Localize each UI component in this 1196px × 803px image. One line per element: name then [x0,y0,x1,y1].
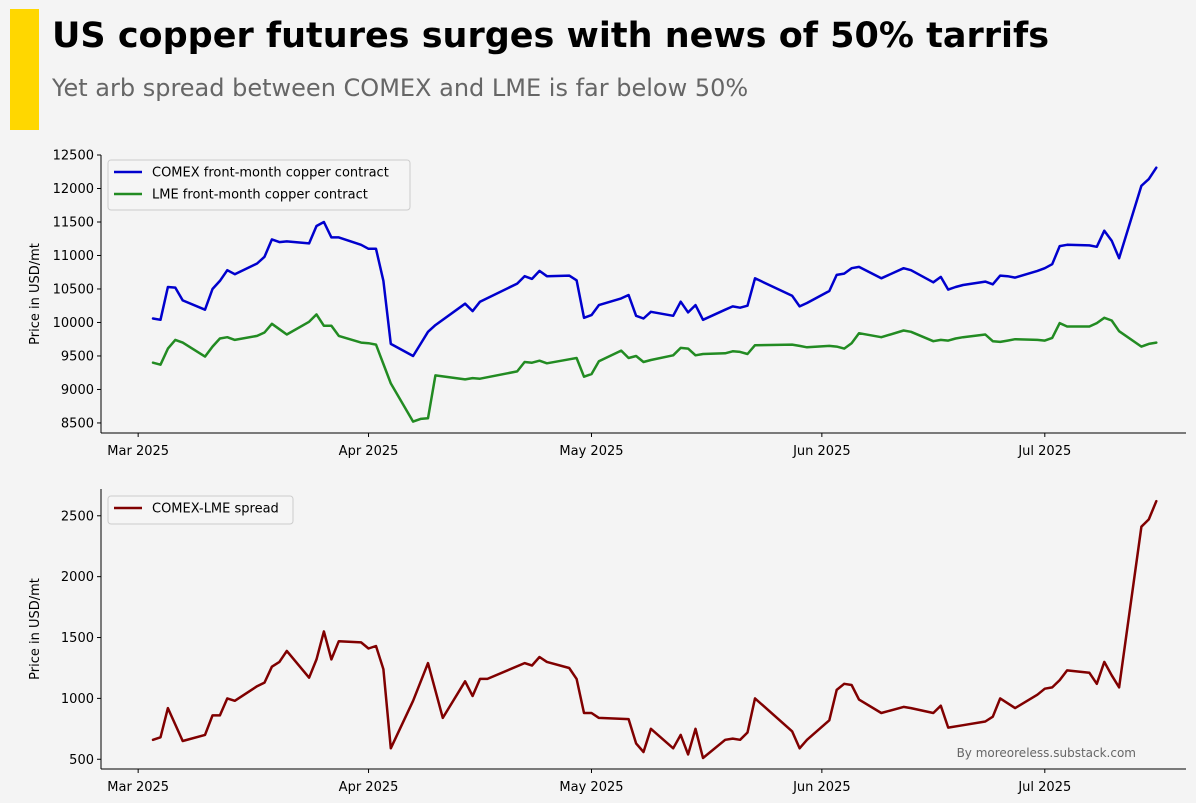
x-tick-label: Apr 2025 [339,780,399,795]
legend-label: COMEX-LME spread [152,502,279,517]
y-tick-label: 9000 [61,383,94,398]
legend-label: COMEX front-month copper contract [152,166,389,181]
y-tick-label: 9500 [61,349,94,364]
y-tick-label: 11500 [53,215,94,230]
x-tick-label: May 2025 [559,444,623,459]
accent-bar [10,9,39,130]
x-tick-label: Jun 2025 [792,780,851,795]
price-chart: 8500 9000 9500 10000 10500 11000 11500 12000 125… [28,149,1186,459]
x-tick-label: Apr 2025 [339,444,399,459]
y-axis-label: Price in USD/mt [28,578,43,680]
x-tick-label: Mar 2025 [107,780,169,795]
chart-subtitle: Yet arb spread between COMEX and LME is … [52,74,749,102]
chart-title: US copper futures surges with news of 50… [52,16,1050,56]
spread-chart: 500 1000 1500 2000 2500 Mar 2025 Apr 2025 May 2… [28,489,1186,795]
y-tick-label: 1500 [61,631,94,646]
y-tick-label: 12500 [53,149,94,164]
y-tick-label: 12000 [53,182,94,197]
series-line-spread [151,499,1158,760]
x-tick-label: Mar 2025 [107,444,169,459]
credit-text: By moreoreless.substack.com [957,746,1136,760]
y-tick-label: 1000 [61,692,94,707]
x-tick-label: Jun 2025 [792,444,851,459]
series-line-lme [151,313,1158,423]
series-line-comex [151,166,1158,358]
legend-label: LME front-month copper contract [152,188,368,203]
legend-box [107,495,294,525]
y-tick-label: 500 [69,753,94,768]
x-tick-label: Jul 2025 [1017,444,1071,459]
y-axis-label: Price in USD/mt [28,243,43,345]
y-tick-label: 10000 [53,316,94,331]
x-tick-label: May 2025 [559,780,623,795]
y-tick-label: 2000 [61,570,94,585]
y-tick-label: 2500 [61,509,94,524]
x-tick-label: Jul 2025 [1017,780,1071,795]
legend-box [107,159,411,211]
y-tick-label: 8500 [61,416,94,431]
y-tick-label: 10500 [53,282,94,297]
y-tick-label: 11000 [53,249,94,264]
